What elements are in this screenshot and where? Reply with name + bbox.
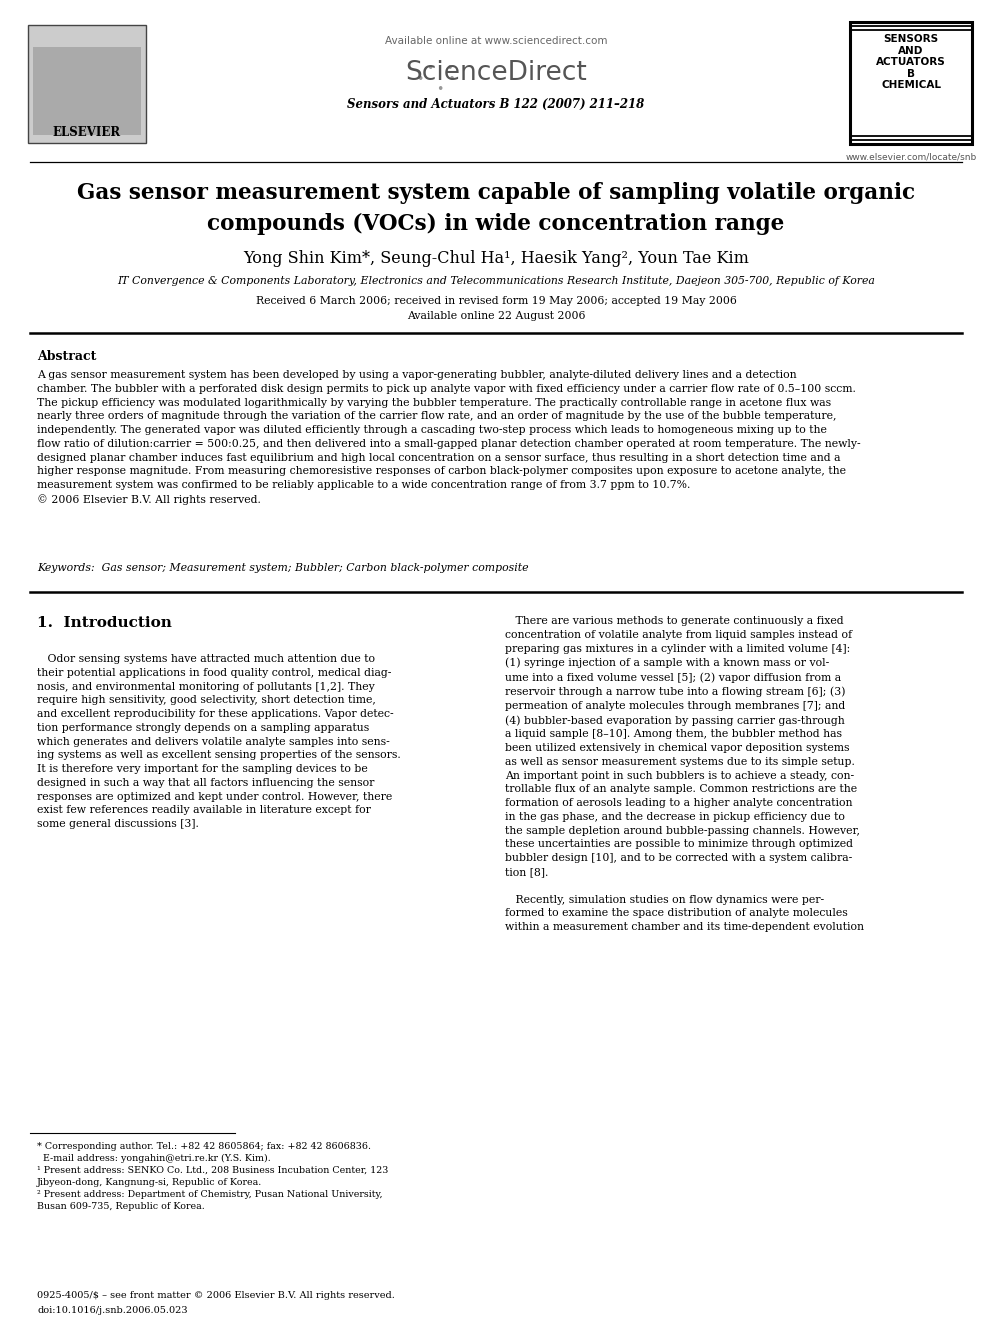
Text: Odor sensing systems have attracted much attention due to
their potential applic: Odor sensing systems have attracted much… [37,654,401,830]
Text: There are various methods to generate continuously a fixed
concentration of vola: There are various methods to generate co… [505,617,864,931]
Text: •: • [436,83,443,97]
Text: Yong Shin Kim*, Seung-Chul Ha¹, Haesik Yang², Youn Tae Kim: Yong Shin Kim*, Seung-Chul Ha¹, Haesik Y… [243,250,749,267]
Text: ScienceDirect: ScienceDirect [405,60,587,86]
FancyBboxPatch shape [33,48,141,135]
Text: A gas sensor measurement system has been developed by using a vapor-generating b: A gas sensor measurement system has been… [37,370,861,505]
Text: Keywords:  Gas sensor; Measurement system; Bubbler; Carbon black-polymer composi: Keywords: Gas sensor; Measurement system… [37,564,529,573]
Text: doi:10.1016/j.snb.2006.05.023: doi:10.1016/j.snb.2006.05.023 [37,1306,187,1315]
Text: www.elsevier.com/locate/snb: www.elsevier.com/locate/snb [845,152,977,161]
Text: Available online 22 August 2006: Available online 22 August 2006 [407,311,585,321]
Text: Abstract: Abstract [37,351,96,363]
Text: IT Convergence & Components Laboratory, Electronics and Telecommunications Resea: IT Convergence & Components Laboratory, … [117,277,875,286]
Text: •   •: • • [427,62,453,75]
FancyBboxPatch shape [28,25,146,143]
Text: ELSEVIER: ELSEVIER [53,126,121,139]
Text: •      •: • • [417,73,455,86]
Text: Available online at www.sciencedirect.com: Available online at www.sciencedirect.co… [385,36,607,46]
Text: Sensors and Actuators B 122 (2007) 211–218: Sensors and Actuators B 122 (2007) 211–2… [347,98,645,111]
Text: 1.  Introduction: 1. Introduction [37,617,172,630]
Text: SENSORS
AND
ACTUATORS
B
CHEMICAL: SENSORS AND ACTUATORS B CHEMICAL [876,34,946,90]
Text: * Corresponding author. Tel.: +82 42 8605864; fax: +82 42 8606836.
  E-mail addr: * Corresponding author. Tel.: +82 42 860… [37,1142,389,1211]
Text: 0925-4005/$ – see front matter © 2006 Elsevier B.V. All rights reserved.: 0925-4005/$ – see front matter © 2006 El… [37,1291,395,1301]
Text: Gas sensor measurement system capable of sampling volatile organic
compounds (VO: Gas sensor measurement system capable of… [77,183,915,234]
Text: Received 6 March 2006; received in revised form 19 May 2006; accepted 19 May 200: Received 6 March 2006; received in revis… [256,296,736,306]
FancyBboxPatch shape [850,22,972,144]
